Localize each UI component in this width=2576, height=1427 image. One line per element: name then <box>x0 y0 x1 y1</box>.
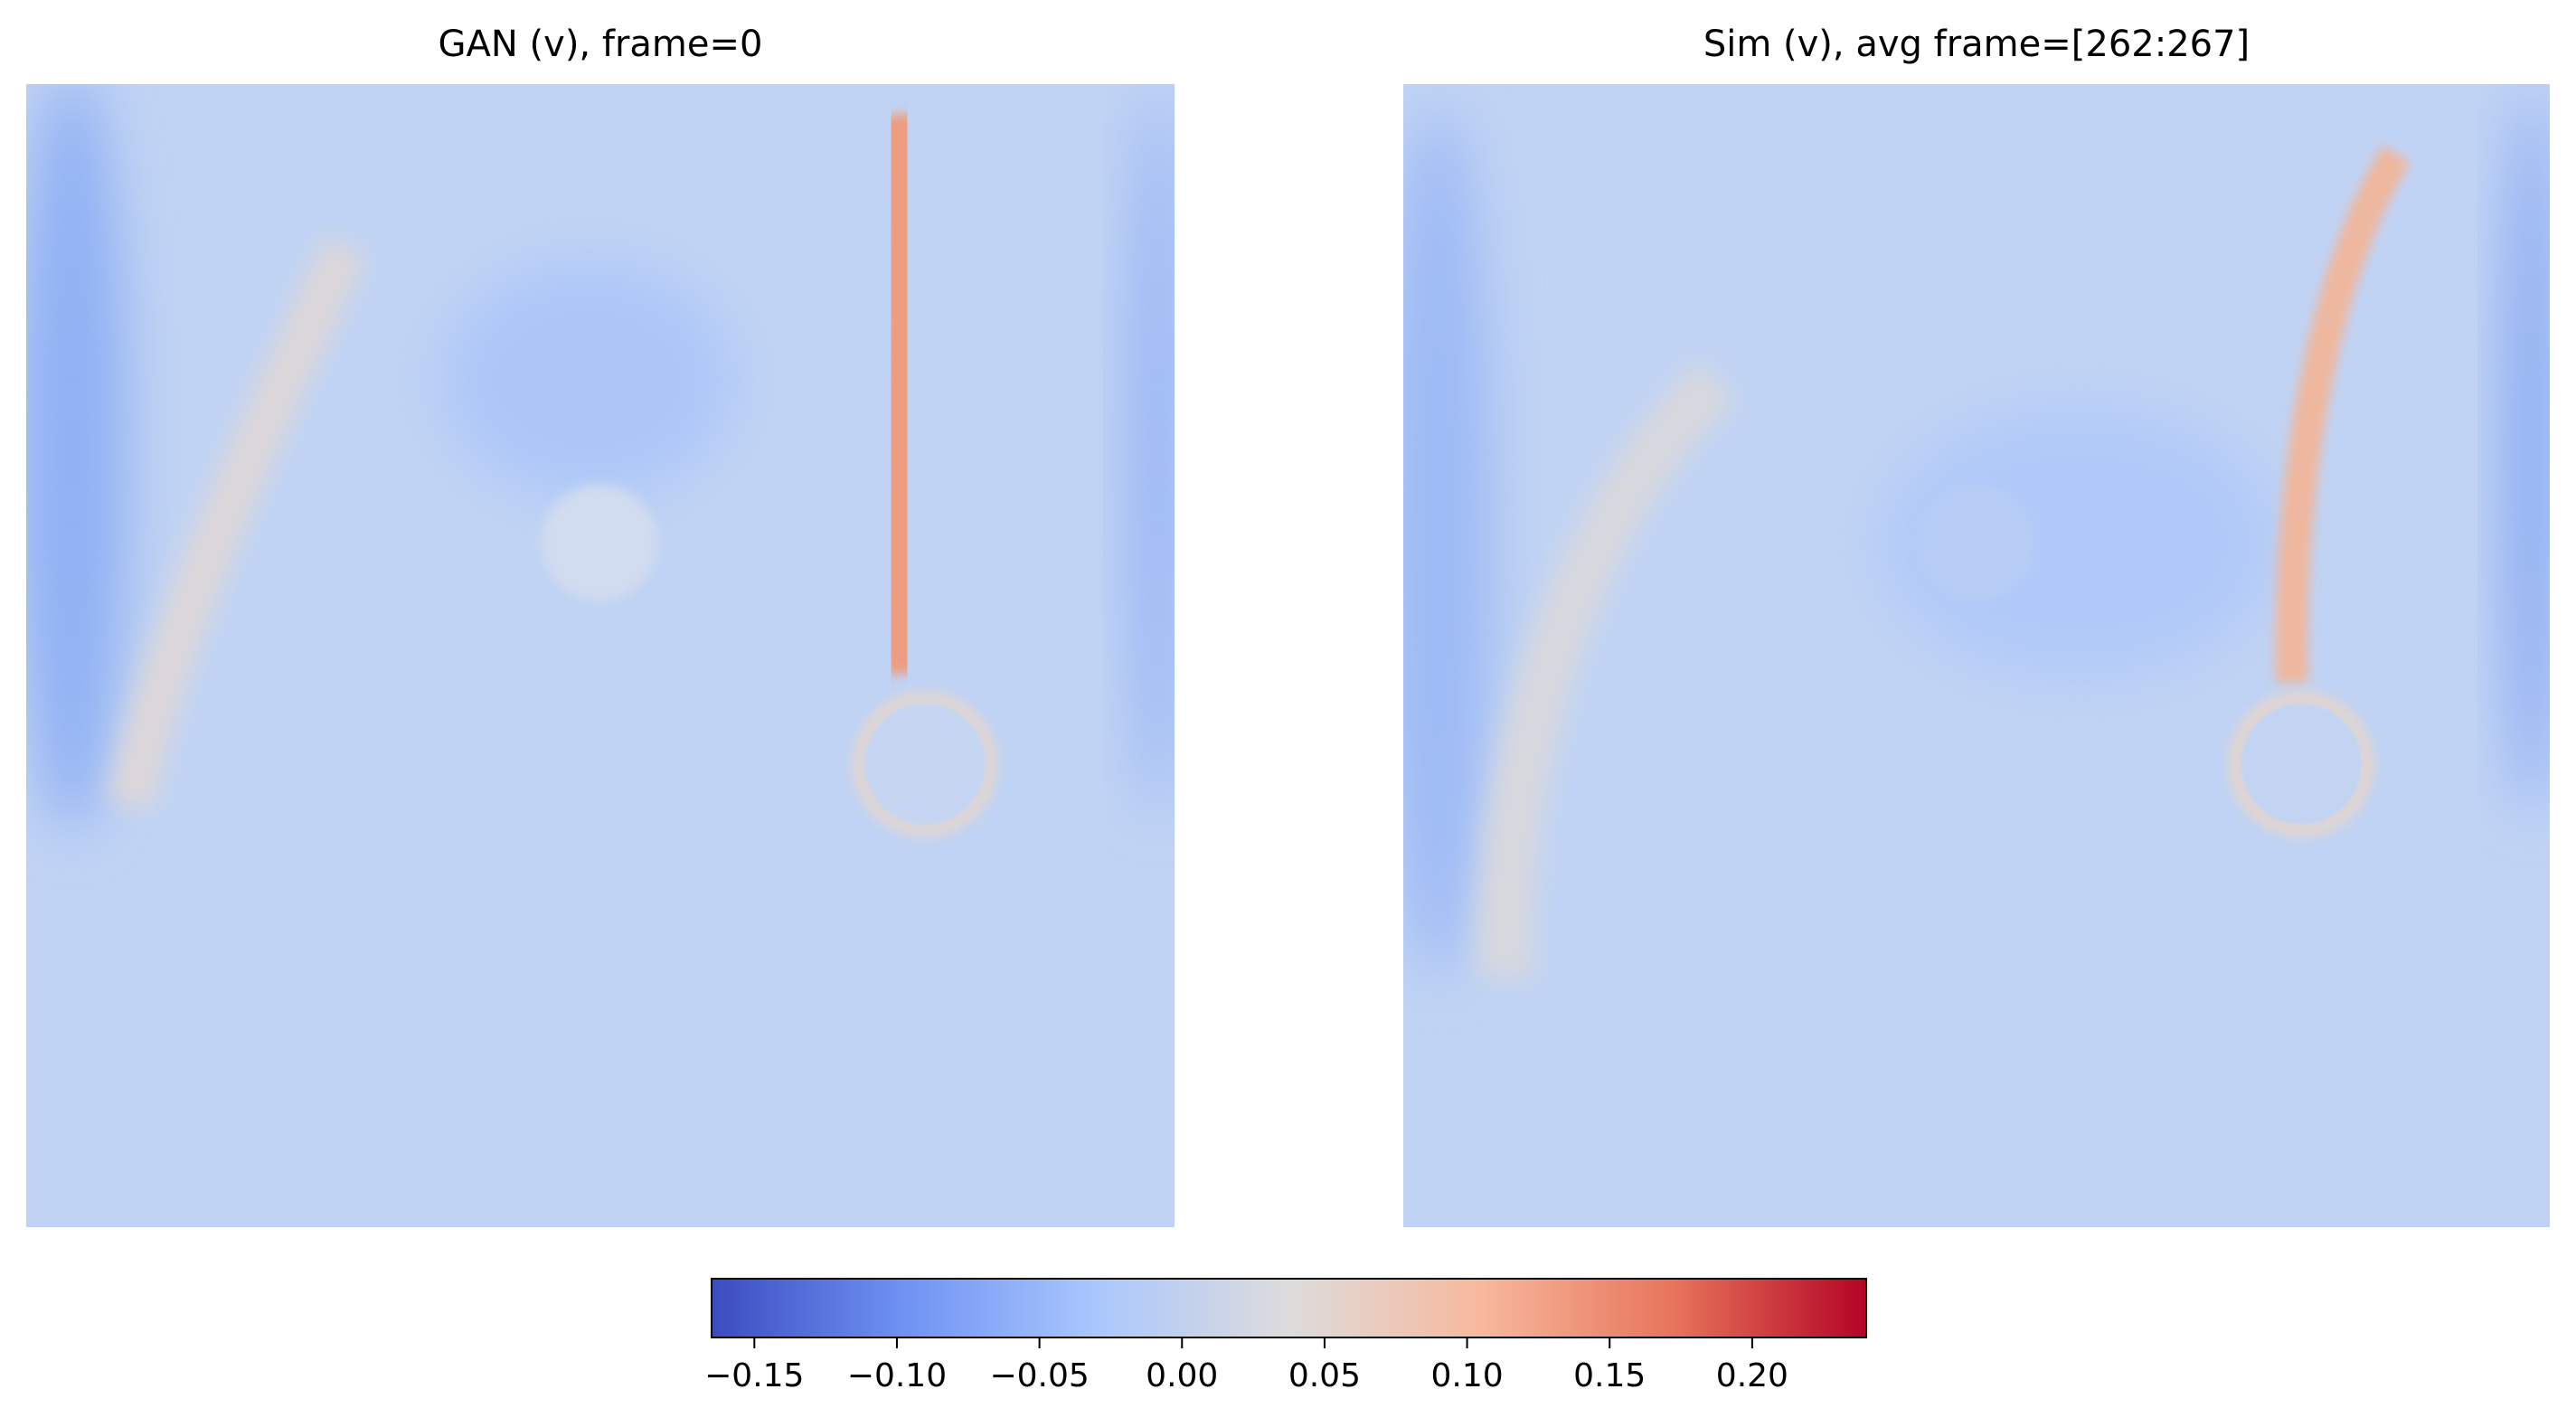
colorbar-tick-label: 0.10 <box>1430 1357 1503 1394</box>
colorbar-tick-label: −0.15 <box>704 1357 804 1394</box>
field-feature <box>2505 90 2550 814</box>
colorbar-tick-label: 0.20 <box>1716 1357 1788 1394</box>
field-feature <box>865 704 985 824</box>
heatmap <box>1403 84 2550 1227</box>
heatmap <box>26 84 1175 1227</box>
field-feature <box>1919 485 2034 600</box>
field-feature <box>1403 109 1492 977</box>
field-background <box>26 84 1175 1227</box>
field-feature <box>1477 360 1737 978</box>
panel-title: GAN (v), frame=0 <box>439 24 763 65</box>
field-feature <box>1130 90 1175 814</box>
field-feature <box>2241 704 2361 824</box>
colorbar-tick-label: −0.10 <box>847 1357 947 1394</box>
colorbar-tick-label: 0.00 <box>1146 1357 1218 1394</box>
colorbar-tick-label: 0.05 <box>1288 1357 1361 1394</box>
field-feature <box>443 262 732 497</box>
field-feature <box>542 485 657 600</box>
field-feature <box>877 112 921 676</box>
field-feature <box>2229 692 2373 836</box>
colorbar-gradient <box>711 1278 1867 1338</box>
field-feature <box>2275 145 2411 684</box>
field-feature <box>853 692 997 836</box>
field-feature <box>1881 407 2279 678</box>
field-feature <box>109 237 366 809</box>
panel-title: Sim (v), avg frame=[262:267] <box>1703 24 2250 65</box>
colorbar-tick-label: −0.05 <box>989 1357 1089 1394</box>
colorbar-tick-label: 0.15 <box>1573 1357 1646 1394</box>
colorbar: −0.15 −0.10 −0.05 0.00 0.05 0.10 0.15 0.20 <box>704 1278 1867 1394</box>
field-feature <box>26 84 127 832</box>
